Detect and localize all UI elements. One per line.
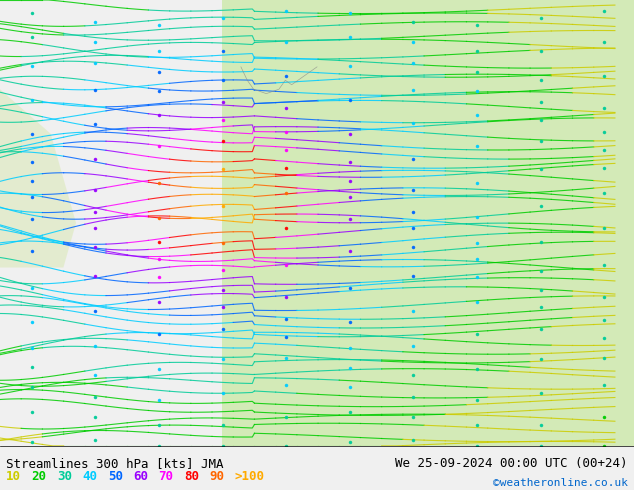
Text: 20: 20	[32, 470, 47, 483]
Text: 10: 10	[6, 470, 22, 483]
Text: 30: 30	[57, 470, 72, 483]
Polygon shape	[0, 89, 76, 268]
Text: We 25-09-2024 00:00 UTC (00+24): We 25-09-2024 00:00 UTC (00+24)	[395, 457, 628, 470]
Text: 50: 50	[108, 470, 123, 483]
Polygon shape	[222, 0, 634, 446]
Text: Streamlines 300 hPa [kts] JMA: Streamlines 300 hPa [kts] JMA	[6, 457, 224, 470]
Text: 60: 60	[133, 470, 148, 483]
Text: 90: 90	[209, 470, 224, 483]
Text: 80: 80	[184, 470, 199, 483]
Text: >100: >100	[235, 470, 264, 483]
Text: ©weatheronline.co.uk: ©weatheronline.co.uk	[493, 478, 628, 488]
Text: 40: 40	[82, 470, 98, 483]
Text: 70: 70	[158, 470, 174, 483]
